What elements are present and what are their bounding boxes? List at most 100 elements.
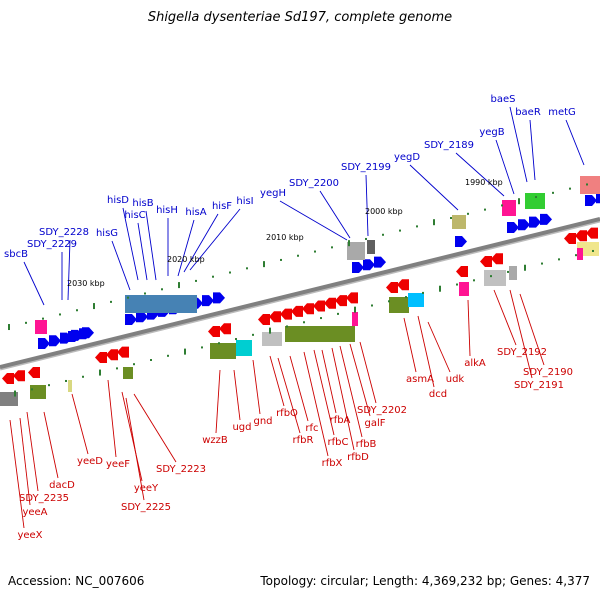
gene-label-upper: SDY_2200 bbox=[289, 178, 339, 189]
gene-arrow-reverse bbox=[2, 373, 14, 384]
gene-label-lower: rfbR bbox=[293, 435, 314, 446]
gene-label-lower: rfbD bbox=[347, 452, 369, 463]
kbp-tick-label: 2000 kbp bbox=[365, 207, 403, 216]
gene-category-box bbox=[389, 297, 409, 313]
gene-category-box bbox=[452, 215, 466, 229]
upper-lane-tick bbox=[127, 296, 129, 299]
label-connector bbox=[519, 293, 545, 366]
upper-lane-tick bbox=[348, 240, 350, 247]
gene-category-box bbox=[525, 193, 545, 209]
label-connector bbox=[339, 345, 363, 438]
label-connector bbox=[26, 411, 39, 492]
gene-category-box bbox=[509, 266, 517, 280]
lower-lane-tick bbox=[82, 375, 84, 378]
lower-lane-tick bbox=[337, 312, 339, 315]
upper-lane-tick bbox=[212, 275, 214, 278]
upper-lane-tick bbox=[42, 317, 44, 320]
gene-label-upper: yegH bbox=[260, 188, 286, 199]
upper-lane-tick bbox=[246, 267, 248, 270]
lower-lane-tick bbox=[150, 359, 152, 361]
gene-label-upper: SDY_2228 bbox=[39, 227, 89, 238]
gene-label-lower: SDY_2223 bbox=[156, 464, 206, 475]
gene-arrow-reverse bbox=[291, 305, 303, 317]
gene-arrow-reverse bbox=[346, 292, 358, 304]
label-connector bbox=[509, 106, 528, 183]
label-connector bbox=[125, 397, 145, 501]
gene-arrow-reverse bbox=[258, 314, 270, 325]
lower-lane-tick bbox=[507, 270, 509, 273]
upper-lane-tick bbox=[25, 321, 27, 324]
upper-lane-tick bbox=[365, 237, 367, 240]
lower-lane-tick bbox=[14, 390, 16, 397]
lower-lane-tick bbox=[524, 264, 526, 271]
kbp-tick-label: 1990 kbp bbox=[465, 178, 503, 187]
label-connector bbox=[313, 349, 335, 436]
upper-lane-tick bbox=[433, 219, 435, 226]
upper-lane-tick bbox=[280, 258, 282, 261]
lower-lane-tick bbox=[269, 327, 271, 334]
upper-lane-tick bbox=[178, 282, 180, 289]
gene-arrow-reverse bbox=[586, 227, 598, 239]
gene-arrow-reverse bbox=[13, 370, 25, 382]
gene-category-box bbox=[0, 392, 18, 406]
gene-label-upper: sbcB bbox=[4, 249, 28, 260]
gene-arrow-reverse bbox=[386, 282, 398, 293]
label-connector bbox=[111, 240, 131, 291]
gene-label-lower: SDY_2235 bbox=[19, 493, 69, 504]
gene-arrow-reverse bbox=[106, 349, 118, 361]
upper-lane-tick bbox=[484, 208, 486, 211]
gene-label-lower: yeeY bbox=[134, 483, 159, 494]
lower-lane-tick bbox=[456, 283, 458, 286]
lower-lane-tick bbox=[184, 348, 186, 355]
gene-label-upper: yegD bbox=[394, 152, 420, 163]
kbp-tick-label: 2030 kbp bbox=[67, 279, 105, 288]
upper-lane-tick bbox=[263, 261, 265, 268]
gene-arrow-reverse bbox=[95, 352, 107, 363]
gene-label-lower: SDY_2225 bbox=[121, 502, 171, 513]
gene-category-box bbox=[580, 176, 600, 194]
gene-label-lower: rfbX bbox=[322, 458, 343, 469]
label-connector bbox=[417, 315, 435, 388]
gene-arrow-reverse bbox=[335, 295, 347, 307]
gene-arrow-reverse bbox=[564, 233, 576, 244]
label-connector bbox=[23, 261, 45, 306]
lower-lane-tick bbox=[252, 333, 254, 336]
upper-lane-tick bbox=[518, 198, 520, 205]
gene-category-box bbox=[30, 385, 46, 399]
lower-lane-tick bbox=[354, 306, 356, 313]
gene-label-upper: baeS bbox=[491, 94, 516, 105]
label-connector bbox=[269, 355, 285, 407]
gene-arrow-forward bbox=[374, 256, 386, 268]
label-connector bbox=[145, 210, 157, 281]
kbp-ticks: 2030 kbp 2020 kbp 2010 kbp 2000 kbp 1990 kbp bbox=[8, 178, 594, 397]
gene-label-lower: alkA bbox=[464, 358, 486, 369]
gene-label-lower: rfc bbox=[305, 423, 318, 434]
label-connector bbox=[277, 357, 301, 434]
gene-label-lower: SDY_2190 bbox=[523, 367, 573, 378]
gene-label-upper: hisB bbox=[132, 198, 153, 209]
upper-lane-tick bbox=[110, 300, 112, 303]
upper-lane-tick bbox=[161, 288, 163, 291]
upper-lane-tick bbox=[76, 309, 78, 312]
lower-lane-tick bbox=[99, 369, 101, 376]
gene-label-lower: ugd bbox=[232, 422, 251, 433]
upper-lane-tick bbox=[331, 246, 333, 249]
label-connector bbox=[365, 174, 369, 237]
lower-lane-tick bbox=[371, 304, 373, 307]
lower-lane-tick bbox=[201, 346, 203, 349]
label-connector bbox=[319, 190, 351, 239]
label-connector bbox=[495, 139, 515, 195]
gene-arrow-reverse bbox=[302, 303, 314, 315]
gene-label-lower: dacD bbox=[49, 480, 75, 491]
gene-category-box bbox=[35, 320, 47, 334]
gene-label-lower: udk bbox=[446, 374, 465, 385]
gene-category-box bbox=[210, 343, 236, 359]
gene-arrow-reverse bbox=[313, 300, 325, 312]
upper-lane-tick bbox=[314, 250, 316, 253]
label-connector bbox=[71, 393, 89, 455]
gene-label-lower: rfbA bbox=[330, 415, 351, 426]
label-connector bbox=[493, 289, 517, 346]
gene-category-box bbox=[347, 242, 365, 260]
gene-label-lower: wzzB bbox=[202, 435, 228, 446]
